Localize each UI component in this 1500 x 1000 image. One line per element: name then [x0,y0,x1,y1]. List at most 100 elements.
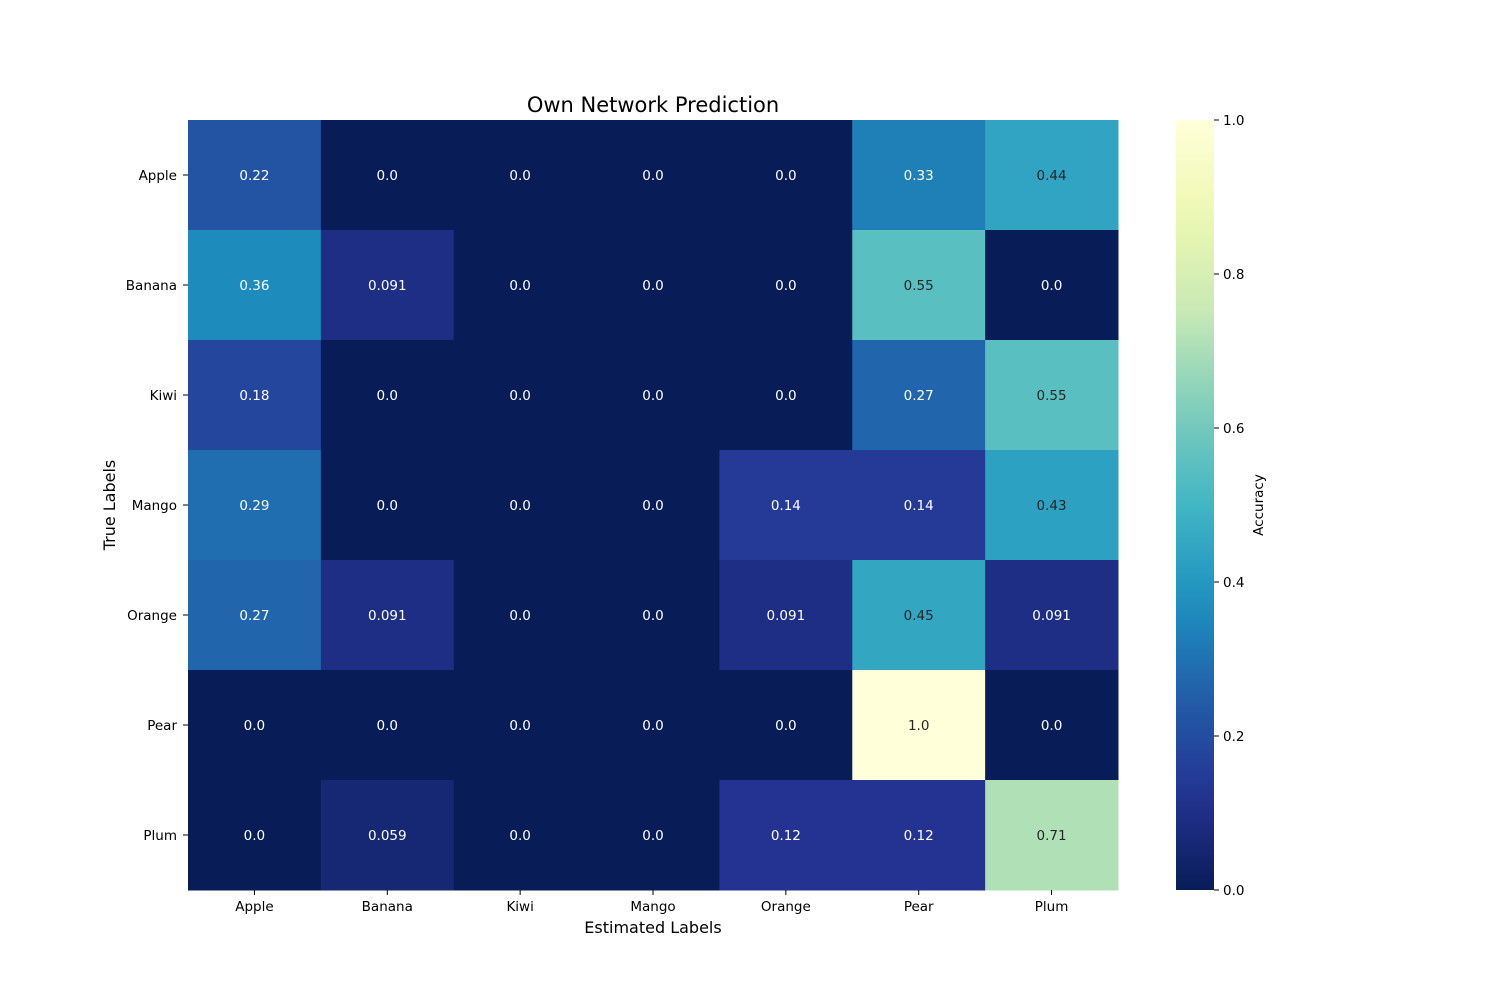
cell-value-label: 0.0 [642,168,663,184]
cell-value-label: 0.55 [904,278,934,294]
heatmap-cell [586,560,720,671]
heatmap-cell [852,670,986,781]
heatmap-cell [320,120,455,231]
y-tick-label: Mango [132,498,177,514]
cell-value-label: 0.55 [1037,388,1067,404]
cell-value-label: 0.0 [775,278,796,294]
heatmap-cell [719,230,853,341]
cell-value-label: 0.091 [368,278,407,294]
cell-value-label: 0.059 [368,828,407,844]
colorbar-tick-label: 1.0 [1223,113,1244,129]
cell-value-label: 0.0 [1041,718,1062,734]
cell-value-label: 0.0 [642,278,663,294]
heatmap-cell [719,670,853,781]
cell-value-label: 0.0 [244,718,265,734]
heatmap-cell [985,450,1119,561]
y-tick-label: Plum [143,828,177,844]
heatmap-cell [985,670,1119,781]
cell-value-label: 0.43 [1037,498,1067,514]
cell-value-label: 0.091 [767,608,806,624]
y-tick-label: Pear [147,718,177,734]
cell-value-label: 0.14 [771,498,801,514]
y-tick-label: Orange [127,608,177,624]
cell-value-label: 0.0 [775,388,796,404]
heatmap-cell [586,230,720,341]
cell-value-label: 0.27 [904,388,934,404]
colorbar-tick-label: 0.4 [1223,575,1244,591]
heatmap-cell [320,670,455,781]
heatmap-cell [852,230,986,341]
colorbar-tick-label: 0.6 [1223,421,1244,437]
heatmap-cell [320,780,455,891]
heatmap-cell [586,670,720,781]
cell-value-label: 0.091 [1032,608,1071,624]
heatmap-cell [586,780,720,891]
heatmap-cell [852,340,986,451]
heatmap-cell [188,780,322,891]
heatmap-cell [453,670,588,781]
cell-value-label: 0.0 [377,498,398,514]
heatmap-cell [586,120,720,231]
cell-value-label: 0.0 [509,168,530,184]
heatmap-cell [320,340,455,451]
cell-value-label: 0.0 [509,828,530,844]
cell-value-label: 0.22 [239,168,269,184]
cell-value-label: 0.0 [642,828,663,844]
heatmap-cell [719,340,853,451]
x-tick-label: Mango [630,899,675,915]
cell-value-label: 0.0 [377,168,398,184]
x-tick-label: Pear [904,899,934,915]
cell-value-label: 0.0 [1041,278,1062,294]
heatmap-cell [852,780,986,891]
x-tick-label: Apple [235,899,273,915]
x-tick-label: Banana [362,899,413,915]
cell-value-label: 0.0 [642,608,663,624]
heatmap-cell [985,120,1119,231]
cell-value-label: 0.0 [377,388,398,404]
heatmap-cell [188,120,322,231]
x-tick-label: Orange [761,899,811,915]
colorbar-tick-label: 0.8 [1223,267,1244,283]
y-tick-label: Banana [126,278,177,294]
heatmap-cell [453,340,588,451]
heatmap-cell [188,230,322,341]
cell-value-label: 0.36 [239,278,269,294]
heatmap-cell [985,340,1119,451]
cell-value-label: 0.0 [377,718,398,734]
cell-value-label: 0.33 [904,168,934,184]
x-tick-label: Kiwi [506,899,533,915]
cell-value-label: 0.12 [904,828,934,844]
heatmap-cell [453,780,588,891]
y-tick-label: Apple [139,168,177,184]
cell-value-label: 0.0 [509,498,530,514]
cell-value-label: 0.0 [642,718,663,734]
heatmap-cell [188,450,322,561]
cell-value-label: 1.0 [908,718,929,734]
cell-value-label: 0.0 [775,168,796,184]
heatmap-cell [320,450,455,561]
cell-value-label: 0.091 [368,608,407,624]
heatmap-cell [985,780,1119,891]
cell-value-label: 0.12 [771,828,801,844]
cell-value-label: 0.0 [775,718,796,734]
heatmap-cell [188,340,322,451]
heatmap-cell [985,560,1119,671]
colorbar-tick-label: 0.2 [1223,729,1244,745]
cell-value-label: 0.0 [642,388,663,404]
y-axis-label: True Labels [100,460,119,552]
heatmap-cell [719,120,853,231]
cell-value-label: 0.29 [239,498,269,514]
heatmap-cell [586,340,720,451]
x-axis-ticks: Apple Banana Kiwi Mango Orange Pear Plum [235,890,1068,915]
heatmap-cell [188,560,322,671]
heatmap-cells: 0.22 0.0 0.0 0.0 0.0 0.33 0.44 0.36 0.091 0.0 0.0 0… [188,120,1119,891]
heatmap-cell [719,780,853,891]
heatmap-cell [586,450,720,561]
y-axis-ticks: Apple Banana Kiwi Mango Orange Pear Plum [126,168,188,844]
x-tick-label: Plum [1035,899,1069,915]
cell-value-label: 0.18 [239,388,269,404]
cell-value-label: 0.0 [509,278,530,294]
heatmap-cell [985,230,1119,341]
heatmap-cell [852,120,986,231]
